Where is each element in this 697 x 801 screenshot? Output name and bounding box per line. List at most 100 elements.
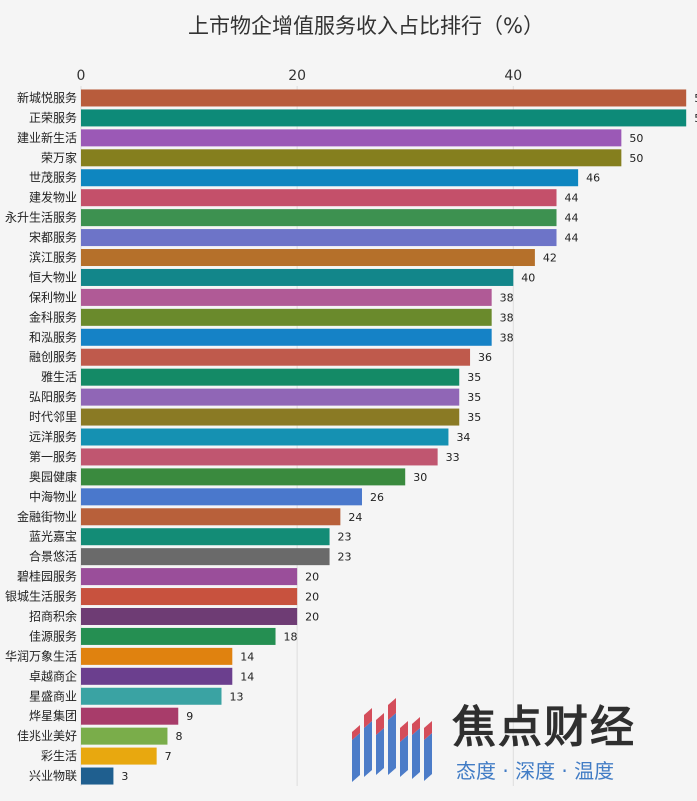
value-label: 40 (521, 271, 535, 284)
bar (81, 388, 460, 406)
value-label: 13 (229, 690, 243, 703)
category-label: 佳源服务 (29, 628, 77, 643)
category-label: 中海物业 (29, 489, 77, 504)
value-label: 50 (629, 152, 643, 165)
bar (81, 607, 298, 625)
labels-layer: 0 20 40 新城悦服务 56 正荣服务 56 建业新生活 50 荣万家 50 世茂服务 46 建发物业… (5, 68, 697, 783)
value-label: 20 (305, 610, 319, 623)
value-label: 20 (305, 591, 319, 604)
bar (81, 408, 460, 426)
value-label: 23 (338, 551, 352, 564)
value-label: 26 (370, 491, 384, 504)
category-label: 卓越商企 (29, 668, 77, 683)
x-tick-label: 40 (504, 68, 522, 84)
value-label: 14 (240, 650, 254, 663)
category-label: 融创服务 (29, 349, 77, 364)
value-label: 33 (446, 451, 460, 464)
category-label: 彩生活 (41, 749, 77, 763)
watermark-logo: 焦点财经 态度 · 深度 · 温度 (352, 698, 636, 783)
x-tick-label: 20 (288, 68, 306, 84)
category-label: 正荣服务 (29, 110, 77, 125)
category-label: 时代邻里 (29, 410, 77, 424)
category-label: 金科服务 (29, 309, 77, 324)
bar (81, 129, 622, 147)
bar (81, 767, 114, 785)
category-label: 恒大物业 (29, 270, 77, 284)
value-label: 36 (478, 351, 492, 364)
category-label: 雅生活 (41, 369, 77, 384)
category-label: 新城悦服务 (17, 90, 77, 105)
category-label: 宋都服务 (29, 230, 77, 245)
value-label: 38 (500, 311, 514, 324)
category-label: 滨江服务 (29, 250, 77, 265)
value-label: 46 (586, 172, 600, 185)
value-label: 56 (694, 92, 697, 105)
bar (81, 448, 438, 466)
bar (81, 89, 687, 107)
bar (81, 268, 514, 286)
value-label: 42 (543, 252, 557, 265)
bar (81, 468, 406, 486)
bar (81, 747, 157, 765)
category-label: 世茂服务 (29, 170, 77, 185)
bar (81, 348, 471, 366)
bar (81, 528, 330, 546)
value-label: 38 (500, 331, 514, 344)
category-label: 建发物业 (29, 190, 77, 205)
category-label: 奥园健康 (29, 469, 77, 484)
category-label: 烨星集团 (29, 708, 77, 723)
value-label: 23 (338, 531, 352, 544)
category-label: 荣万家 (41, 150, 77, 165)
x-tick-label: 0 (77, 68, 86, 84)
category-label: 金融街物业 (17, 509, 77, 524)
value-label: 35 (467, 411, 481, 424)
bar (81, 149, 622, 167)
category-label: 远洋服务 (29, 429, 77, 444)
value-label: 14 (240, 670, 254, 683)
value-label: 44 (565, 192, 579, 205)
category-label: 第一服务 (29, 449, 77, 464)
bar (81, 209, 557, 227)
bar (81, 548, 330, 566)
bar (81, 687, 222, 705)
bar (81, 568, 298, 586)
category-label: 蓝光嘉宝 (29, 530, 77, 544)
bar (81, 647, 233, 665)
category-label: 保利物业 (29, 290, 77, 304)
bar (81, 667, 233, 685)
bar (81, 288, 492, 306)
value-label: 30 (413, 471, 427, 484)
category-label: 和泓服务 (29, 329, 77, 344)
value-label: 7 (165, 750, 172, 763)
category-label: 星盛商业 (29, 688, 77, 703)
category-label: 银城生活服务 (5, 589, 77, 604)
watermark-brand: 焦点财经 (452, 702, 636, 753)
value-label: 18 (284, 630, 298, 643)
bar (81, 488, 362, 506)
category-label: 碧桂园服务 (17, 569, 77, 584)
bar (81, 508, 341, 526)
value-label: 44 (565, 232, 579, 245)
bar (81, 727, 168, 745)
value-label: 3 (121, 770, 128, 783)
bar (81, 368, 460, 386)
category-label: 永升生活服务 (5, 210, 77, 225)
bar (81, 229, 557, 247)
value-label: 8 (175, 730, 182, 743)
value-label: 20 (305, 571, 319, 584)
value-label: 50 (629, 132, 643, 145)
value-label: 9 (186, 710, 193, 723)
value-label: 44 (565, 212, 579, 225)
bar (81, 249, 535, 267)
value-label: 38 (500, 291, 514, 304)
value-label: 35 (467, 371, 481, 384)
bar (81, 189, 557, 207)
category-label: 兴业物联 (29, 769, 77, 783)
chart-title: 上市物企增值服务收入占比排行（%） (188, 14, 544, 38)
category-label: 建业新生活 (17, 130, 77, 145)
value-label: 24 (348, 511, 362, 524)
bar (81, 328, 492, 346)
category-label: 弘阳服务 (29, 389, 77, 404)
category-label: 佳兆业美好 (17, 729, 77, 743)
